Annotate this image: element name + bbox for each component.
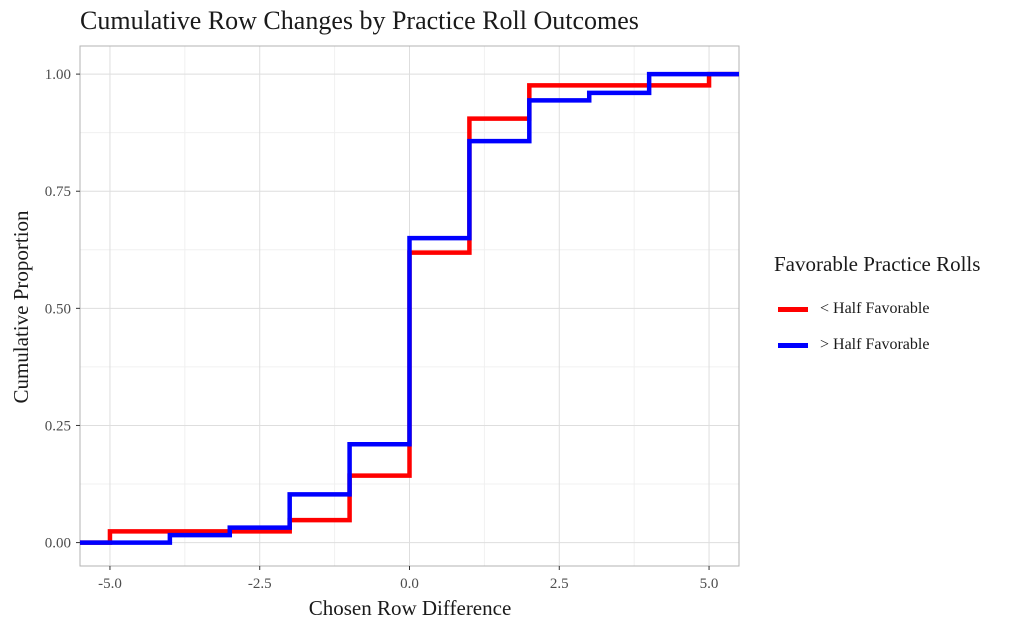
series-layer <box>80 71 739 545</box>
legend: Favorable Practice Rolls < Half Favorabl… <box>774 252 980 363</box>
chart-title: Cumulative Row Changes by Practice Roll … <box>80 6 639 35</box>
x-tick-label: -2.5 <box>248 576 272 592</box>
legend-swatch-blue <box>778 342 808 348</box>
legend-item-above-half: > Half Favorable <box>774 327 980 363</box>
y-tick-label: 0.75 <box>45 184 71 200</box>
y-tick-label: 0.00 <box>45 536 71 552</box>
y-axis-ticks: 0.00 0.25 0.50 0.75 1.00 <box>45 67 80 552</box>
y-tick-label: 0.50 <box>45 301 71 317</box>
legend-label: > Half Favorable <box>820 336 930 353</box>
x-axis-label: Chosen Row Difference <box>309 596 512 620</box>
x-tick-label: 0.0 <box>400 576 419 592</box>
legend-swatch-red <box>778 306 808 312</box>
legend-title: Favorable Practice Rolls <box>774 252 981 276</box>
x-tick-label: 5.0 <box>700 576 719 592</box>
legend-label: < Half Favorable <box>820 300 930 317</box>
y-tick-label: 0.25 <box>45 418 71 434</box>
legend-item-below-half: < Half Favorable <box>774 291 980 327</box>
y-axis-label: Cumulative Proportion <box>9 210 33 404</box>
x-axis-ticks: -5.0 -2.5 0.0 2.5 5.0 <box>98 566 718 592</box>
y-tick-label: 1.00 <box>45 67 71 83</box>
ecdf-line-above-half <box>80 71 739 545</box>
x-tick-label: 2.5 <box>550 576 569 592</box>
x-tick-label: -5.0 <box>98 576 122 592</box>
